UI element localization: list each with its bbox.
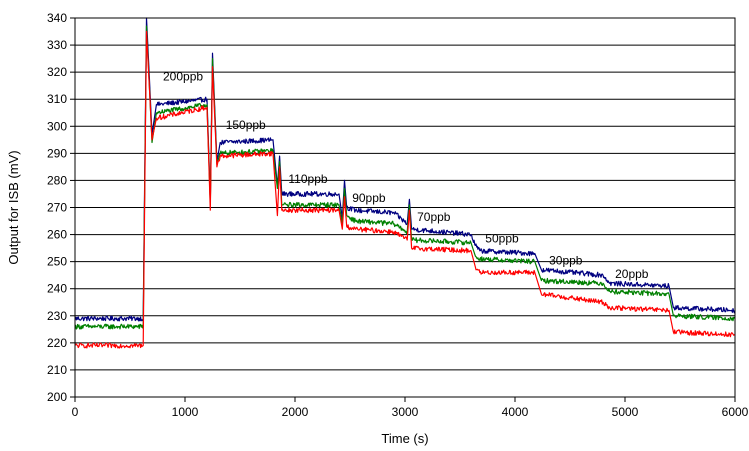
x-tick-label: 3000	[392, 405, 419, 419]
x-axis-title: Time (s)	[381, 431, 428, 446]
y-tick-label: 340	[47, 11, 67, 25]
concentration-label: 50ppb	[485, 232, 519, 246]
y-tick-label: 240	[47, 282, 67, 296]
series-lines	[74, 17, 736, 349]
x-axis-ticks: 0 1000 2000 3000 4000 5000 6000	[72, 397, 749, 419]
y-tick-label: 250	[47, 255, 67, 269]
y-tick-label: 330	[47, 38, 67, 52]
concentration-label: 30ppb	[549, 253, 583, 267]
y-tick-label: 210	[47, 363, 67, 377]
y-axis-title: Output for ISB (mV)	[6, 150, 21, 264]
grid-lines	[75, 17, 735, 398]
series-line-3	[74, 30, 736, 349]
y-tick-label: 230	[47, 309, 67, 323]
concentration-label: 200ppb	[163, 69, 203, 83]
y-tick-label: 260	[47, 228, 67, 242]
series-line-1	[74, 17, 736, 322]
y-tick-label: 300	[47, 119, 67, 133]
x-tick-label: 5000	[612, 405, 639, 419]
x-tick-label: 1000	[172, 405, 199, 419]
concentration-label: 110ppb	[288, 172, 327, 186]
concentration-label: 70ppb	[417, 210, 451, 224]
concentration-label: 150ppb	[226, 118, 266, 132]
x-tick-label: 0	[72, 405, 79, 419]
x-tick-label: 2000	[282, 405, 309, 419]
x-tick-label: 6000	[722, 405, 749, 419]
y-tick-label: 220	[47, 336, 67, 350]
y-tick-label: 290	[47, 146, 67, 160]
x-tick-label: 4000	[502, 405, 529, 419]
series-line-2	[74, 25, 736, 330]
y-tick-label: 200	[47, 390, 67, 404]
concentration-label: 20ppb	[615, 267, 649, 281]
concentration-label: 90ppb	[352, 191, 386, 205]
y-tick-label: 280	[47, 173, 67, 187]
annotations: 200ppb 150ppb 110ppb 90ppb 70ppb 50ppb 30ppb 20…	[163, 69, 649, 281]
y-tick-label: 320	[47, 65, 67, 79]
y-tick-label: 270	[47, 201, 67, 215]
y-tick-label: 310	[47, 92, 67, 106]
y-axis-ticks: 200 210 220 230 240 250 260 270 280 290 300 310 320 3…	[47, 11, 75, 404]
